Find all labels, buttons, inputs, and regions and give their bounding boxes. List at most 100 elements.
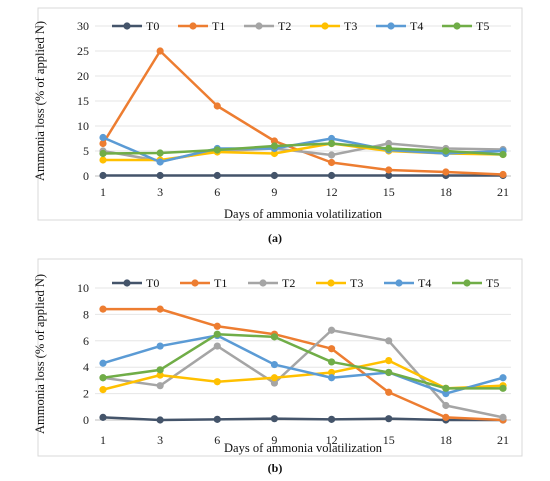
data-point-T5	[156, 366, 164, 374]
series-line-T1	[101, 307, 505, 422]
y-tick-label: 8	[83, 307, 89, 321]
x-axis-label: Days of ammonia volatilization	[224, 441, 383, 455]
data-point-T5	[327, 139, 336, 148]
y-tick-label: 4	[83, 360, 89, 374]
data-point-T5	[213, 330, 221, 338]
x-tick-label: 21	[497, 185, 509, 199]
legend-label-T4: T4	[410, 19, 423, 33]
chart-frame	[37, 258, 523, 457]
x-tick-label: 3	[157, 185, 163, 199]
data-point-T3	[270, 374, 279, 382]
series-line-T0	[101, 416, 505, 422]
legend-label-T1: T1	[214, 276, 227, 290]
data-point-T5	[499, 150, 507, 159]
data-point-T5	[499, 384, 507, 392]
data-point-T0	[156, 171, 164, 180]
legend-marker-T0	[123, 22, 131, 30]
panel-label: (b)	[268, 461, 283, 475]
data-point-T1	[156, 47, 164, 55]
data-point-T5	[270, 333, 279, 341]
x-tick-label: 18	[440, 185, 452, 199]
data-point-T1	[385, 166, 393, 174]
chart-panel-1: 0 2 4 6 8 10 1 3 6 9 12 15 18 21 T0 T1 T2 T3 T4 T5 Ammonia l…	[33, 258, 523, 475]
data-point-T4	[327, 374, 336, 382]
legend-marker-T2	[255, 22, 263, 30]
series-line-T2	[101, 328, 505, 419]
legend-label-T3: T3	[350, 276, 363, 290]
data-point-T2	[270, 379, 279, 387]
data-point-T1	[327, 158, 336, 167]
legend-label-T5: T5	[476, 19, 489, 33]
y-tick-label: 20	[77, 69, 89, 83]
legend-marker-T3	[321, 22, 329, 30]
data-point-T4	[270, 360, 279, 369]
x-tick-label: 3	[157, 433, 163, 447]
legend-label-T2: T2	[282, 276, 295, 290]
series-line-T5	[101, 142, 505, 156]
data-point-T5	[327, 358, 336, 366]
legend-label-T4: T4	[418, 276, 431, 290]
x-tick-label: 15	[383, 185, 395, 199]
data-point-T2	[327, 151, 336, 159]
legend-marker-T2	[259, 279, 267, 287]
y-axis-label: Ammonia loss (% of applied N)	[33, 274, 47, 434]
y-tick-label: 6	[83, 334, 89, 348]
data-point-T4	[156, 342, 164, 350]
data-point-T5	[213, 146, 221, 154]
y-tick-label: 5	[83, 144, 89, 158]
data-point-T0	[327, 171, 336, 180]
data-point-T4	[99, 359, 107, 367]
x-tick-label: 12	[326, 433, 338, 447]
legend-label-T2: T2	[278, 19, 291, 33]
data-point-T0	[270, 171, 279, 180]
data-point-T5	[99, 149, 107, 158]
data-point-T3	[385, 357, 393, 365]
data-point-T2	[213, 342, 221, 350]
data-point-T2	[442, 401, 450, 410]
data-point-T3	[99, 386, 107, 394]
legend-marker-T3	[327, 279, 335, 287]
x-tick-label: 21	[497, 433, 509, 447]
data-point-T0	[270, 415, 279, 423]
y-tick-label: 0	[83, 413, 89, 427]
x-tick-label: 18	[440, 433, 452, 447]
panel-label: (a)	[268, 231, 282, 245]
legend-marker-T1	[191, 279, 199, 287]
x-tick-label: 12	[326, 185, 338, 199]
series-line-T4	[101, 334, 505, 395]
x-tick-label: 9	[271, 433, 277, 447]
data-point-T1	[442, 168, 450, 176]
data-point-T1	[99, 139, 107, 148]
legend-marker-T4	[387, 22, 395, 30]
data-point-T1	[213, 322, 221, 330]
x-tick-label: 6	[214, 433, 220, 447]
legend-label-T3: T3	[344, 19, 357, 33]
data-point-T0	[213, 171, 221, 180]
data-point-T5	[442, 384, 450, 392]
legend-marker-T4	[395, 279, 403, 287]
legend-marker-T0	[123, 279, 131, 287]
x-tick-label: 6	[214, 185, 220, 199]
x-tick-label: 1	[100, 185, 106, 199]
y-tick-label: 30	[77, 19, 89, 33]
data-point-T3	[327, 368, 336, 377]
data-point-T2	[156, 382, 164, 390]
x-tick-label: 15	[383, 433, 395, 447]
series-line-T1	[101, 49, 505, 176]
y-tick-label: 0	[83, 169, 89, 183]
data-point-T1	[499, 170, 507, 179]
y-tick-label: 25	[77, 44, 89, 58]
data-point-T0	[99, 413, 107, 421]
data-point-T1	[270, 137, 279, 145]
legend-label-T0: T0	[146, 276, 159, 290]
data-point-T0	[385, 171, 393, 180]
data-point-T2	[499, 413, 507, 421]
legend-label-T0: T0	[146, 19, 159, 33]
data-point-T0	[156, 416, 164, 424]
data-point-T1	[156, 305, 164, 313]
y-tick-label: 15	[77, 94, 89, 108]
legend-marker-T5	[453, 22, 461, 30]
data-point-T0	[213, 415, 221, 423]
y-tick-label: 10	[77, 281, 89, 295]
